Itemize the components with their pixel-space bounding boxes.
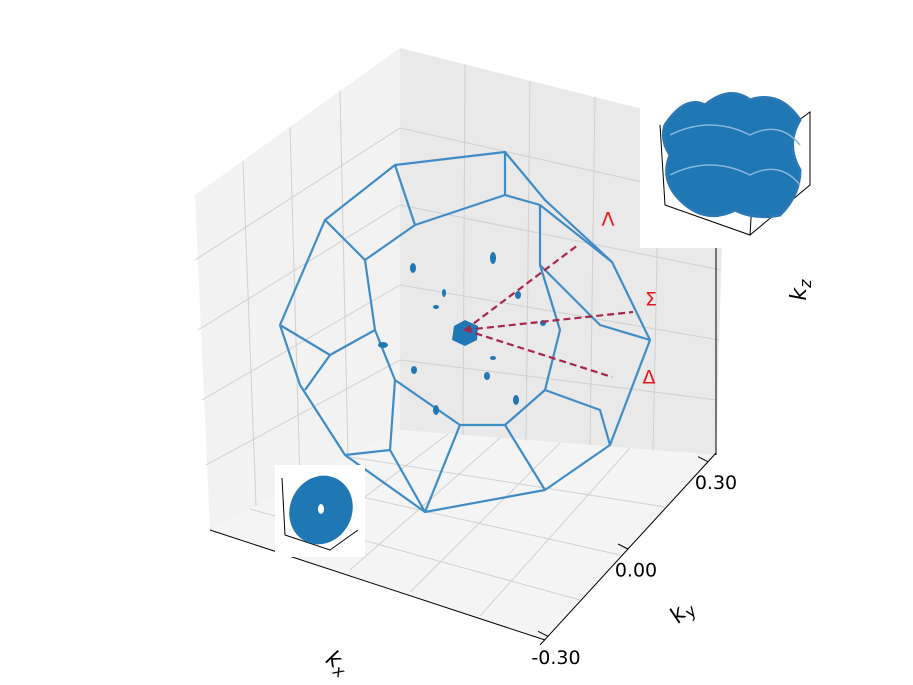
y-tick: [617, 543, 629, 550]
left-pane: [195, 48, 400, 530]
zone-edge: [544, 388, 612, 446]
zone-edge: [344, 329, 397, 457]
zone-edge: [304, 354, 331, 391]
zone-edge: [539, 264, 651, 342]
axis-label: ky: [665, 595, 701, 631]
inset-top: [640, 78, 820, 248]
axis-label: kx: [320, 646, 354, 682]
zone-edge: [504, 424, 546, 491]
pockets: [378, 252, 546, 415]
zone-edge: [389, 449, 426, 513]
brillouin-zone: [278, 150, 652, 514]
zone-edge: [393, 152, 507, 227]
pane-grid: [194, 63, 724, 617]
zone-edge: [279, 259, 377, 357]
y-tick-label: 0.30: [695, 472, 737, 494]
center-pocket: [452, 320, 478, 346]
y-tick-label: 0.00: [615, 560, 657, 582]
zone-edge: [423, 424, 462, 513]
y-tick: [537, 630, 549, 637]
path-lines: [464, 244, 634, 379]
x-axis-line: [209, 529, 546, 641]
annotation: Σ: [645, 289, 657, 311]
axis-label-main: k: [787, 287, 812, 301]
inset-bottom: [275, 465, 365, 557]
y-tick: [697, 456, 709, 463]
y-tick-label: -0.30: [531, 647, 580, 669]
axis-label-sub: z: [796, 279, 815, 289]
axis-label: kz: [787, 279, 815, 301]
annotation: Δ: [643, 367, 656, 389]
annotation: Λ: [602, 209, 615, 231]
